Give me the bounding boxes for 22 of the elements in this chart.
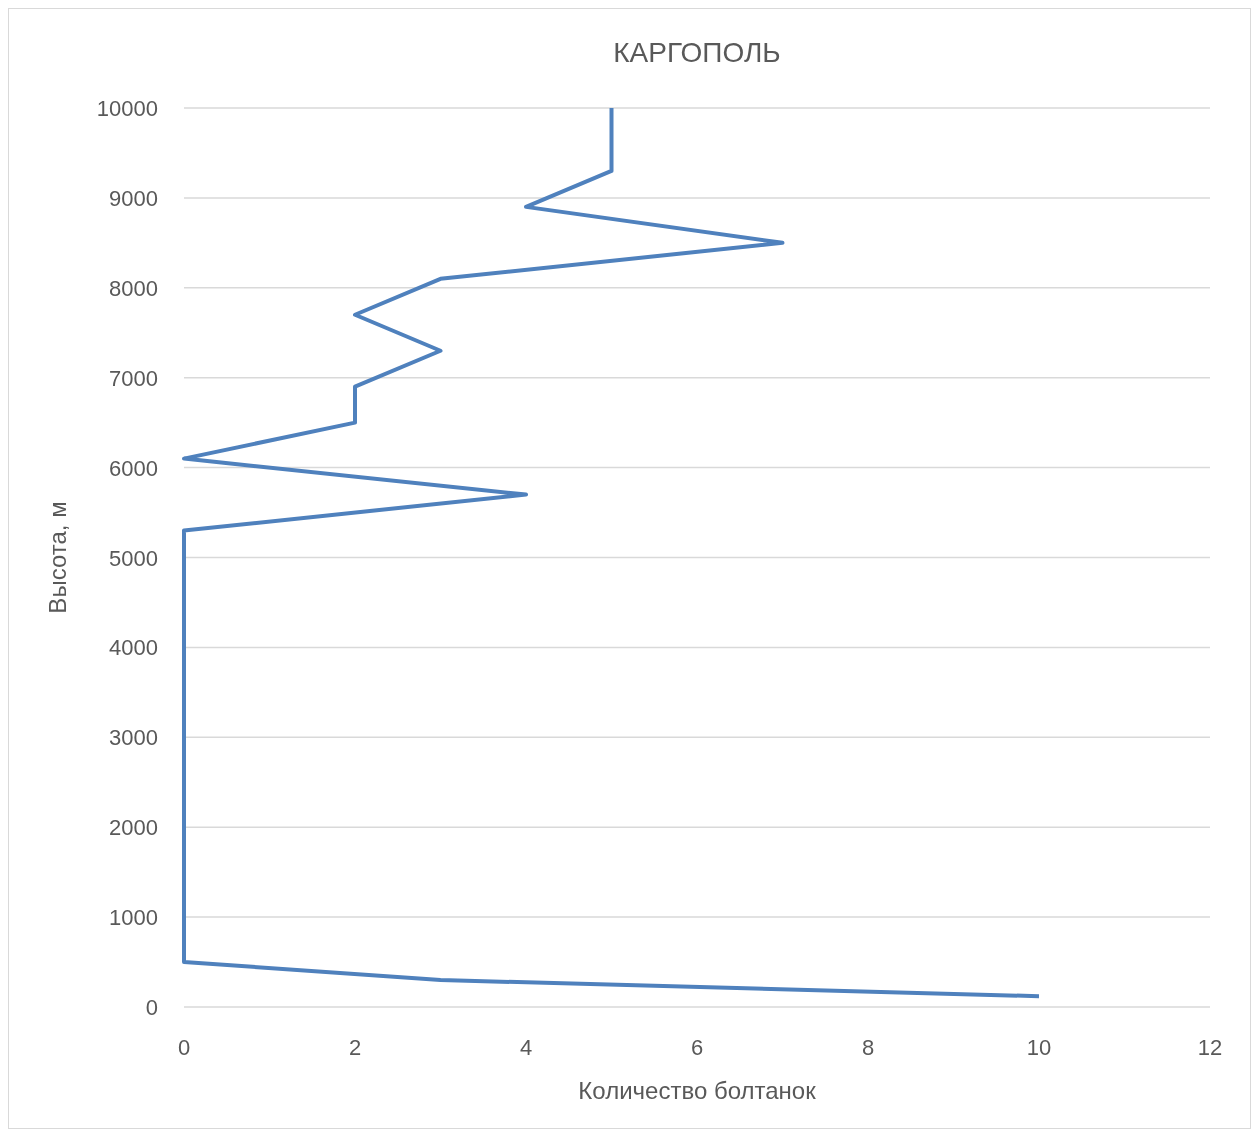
- y-axis-title: Высота, м: [44, 501, 71, 614]
- x-tick-label: 6: [690, 1035, 704, 1060]
- x-tick-label: 4: [519, 1035, 533, 1060]
- y-tick-label: 2000: [109, 815, 158, 841]
- y-tick-label: 7000: [109, 365, 158, 391]
- y-tick-label: 8000: [109, 275, 158, 301]
- chart-title: КАРГОПОЛЬ: [613, 37, 781, 68]
- y-tick-label: 3000: [109, 725, 158, 751]
- x-axis-title: Количество болтанок: [578, 1077, 817, 1104]
- y-tick-label: 6000: [109, 455, 158, 481]
- x-tick-label: 10: [1026, 1035, 1052, 1060]
- x-tick-label: 0: [177, 1035, 191, 1060]
- y-tick-label: 4000: [109, 635, 158, 661]
- y-tick-label: 1000: [109, 905, 158, 931]
- x-tick-label: 12: [1197, 1035, 1223, 1060]
- x-tick-label: 2: [348, 1035, 362, 1060]
- y-tick-label: 0: [145, 995, 158, 1020]
- line-series: [182, 106, 1041, 999]
- y-tick-label: 10000: [96, 96, 158, 121]
- y-tick-label: 9000: [109, 185, 158, 211]
- y-tick-label: 5000: [109, 545, 158, 571]
- x-tick-label: 8: [861, 1035, 875, 1060]
